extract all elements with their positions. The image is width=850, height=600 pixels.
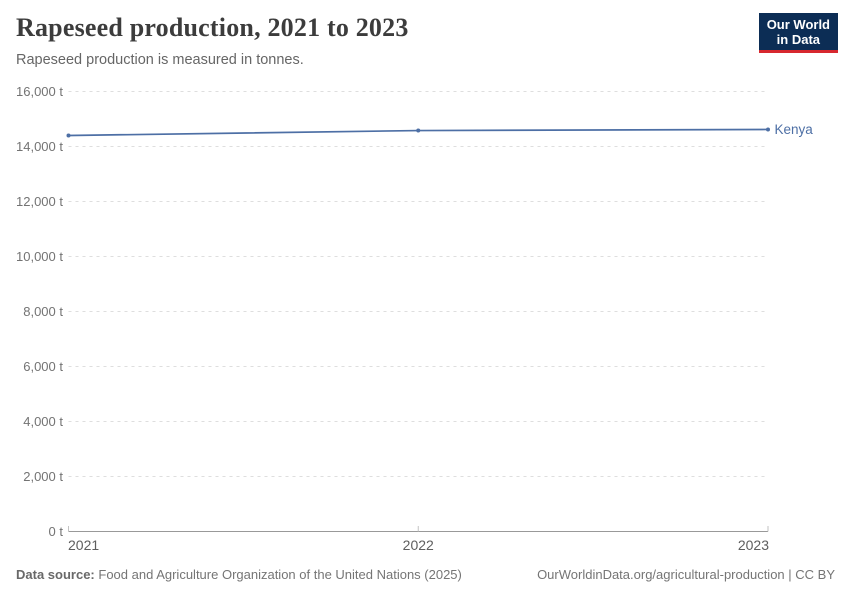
- data-source-text: Food and Agriculture Organization of the…: [98, 567, 462, 582]
- data-point-2022[interactable]: [416, 128, 421, 133]
- data-source-line: Data source: Food and Agriculture Organi…: [16, 567, 462, 582]
- x-axis-tick-label: 2023: [738, 537, 769, 553]
- y-axis-tick-label: 12,000 t: [16, 194, 63, 209]
- y-axis-tick-label: 8,000 t: [23, 304, 63, 319]
- y-axis-tick-label: 0 t: [49, 524, 64, 539]
- data-point-2021[interactable]: [66, 133, 71, 138]
- chart-title: Rapeseed production, 2021 to 2023: [16, 13, 409, 42]
- y-axis-tick-label: 2,000 t: [23, 469, 63, 484]
- owid-license-link[interactable]: OurWorldinData.org/agricultural-producti…: [537, 567, 835, 582]
- y-axis-tick-label: 10,000 t: [16, 249, 63, 264]
- y-axis-tick-label: 6,000 t: [23, 359, 63, 374]
- data-source-label: Data source:: [16, 567, 95, 582]
- y-axis-tick-label: 16,000 t: [16, 84, 63, 99]
- series-label-kenya[interactable]: Kenya: [775, 122, 814, 137]
- x-axis-tick-label: 2021: [68, 537, 99, 553]
- chart-footer: Data source: Food and Agriculture Organi…: [0, 567, 850, 587]
- owid-logo-line2: in Data: [776, 32, 821, 47]
- chart-subtitle: Rapeseed production is measured in tonne…: [16, 52, 304, 68]
- owid-logo[interactable]: Our World in Data: [758, 13, 838, 53]
- y-axis-tick-label: 14,000 t: [16, 139, 63, 154]
- x-axis-tick-label: 2022: [403, 537, 434, 553]
- y-axis-tick-label: 4,000 t: [23, 414, 63, 429]
- data-point-2023[interactable]: [766, 127, 770, 132]
- owid-logo-line1: Our World: [766, 17, 830, 32]
